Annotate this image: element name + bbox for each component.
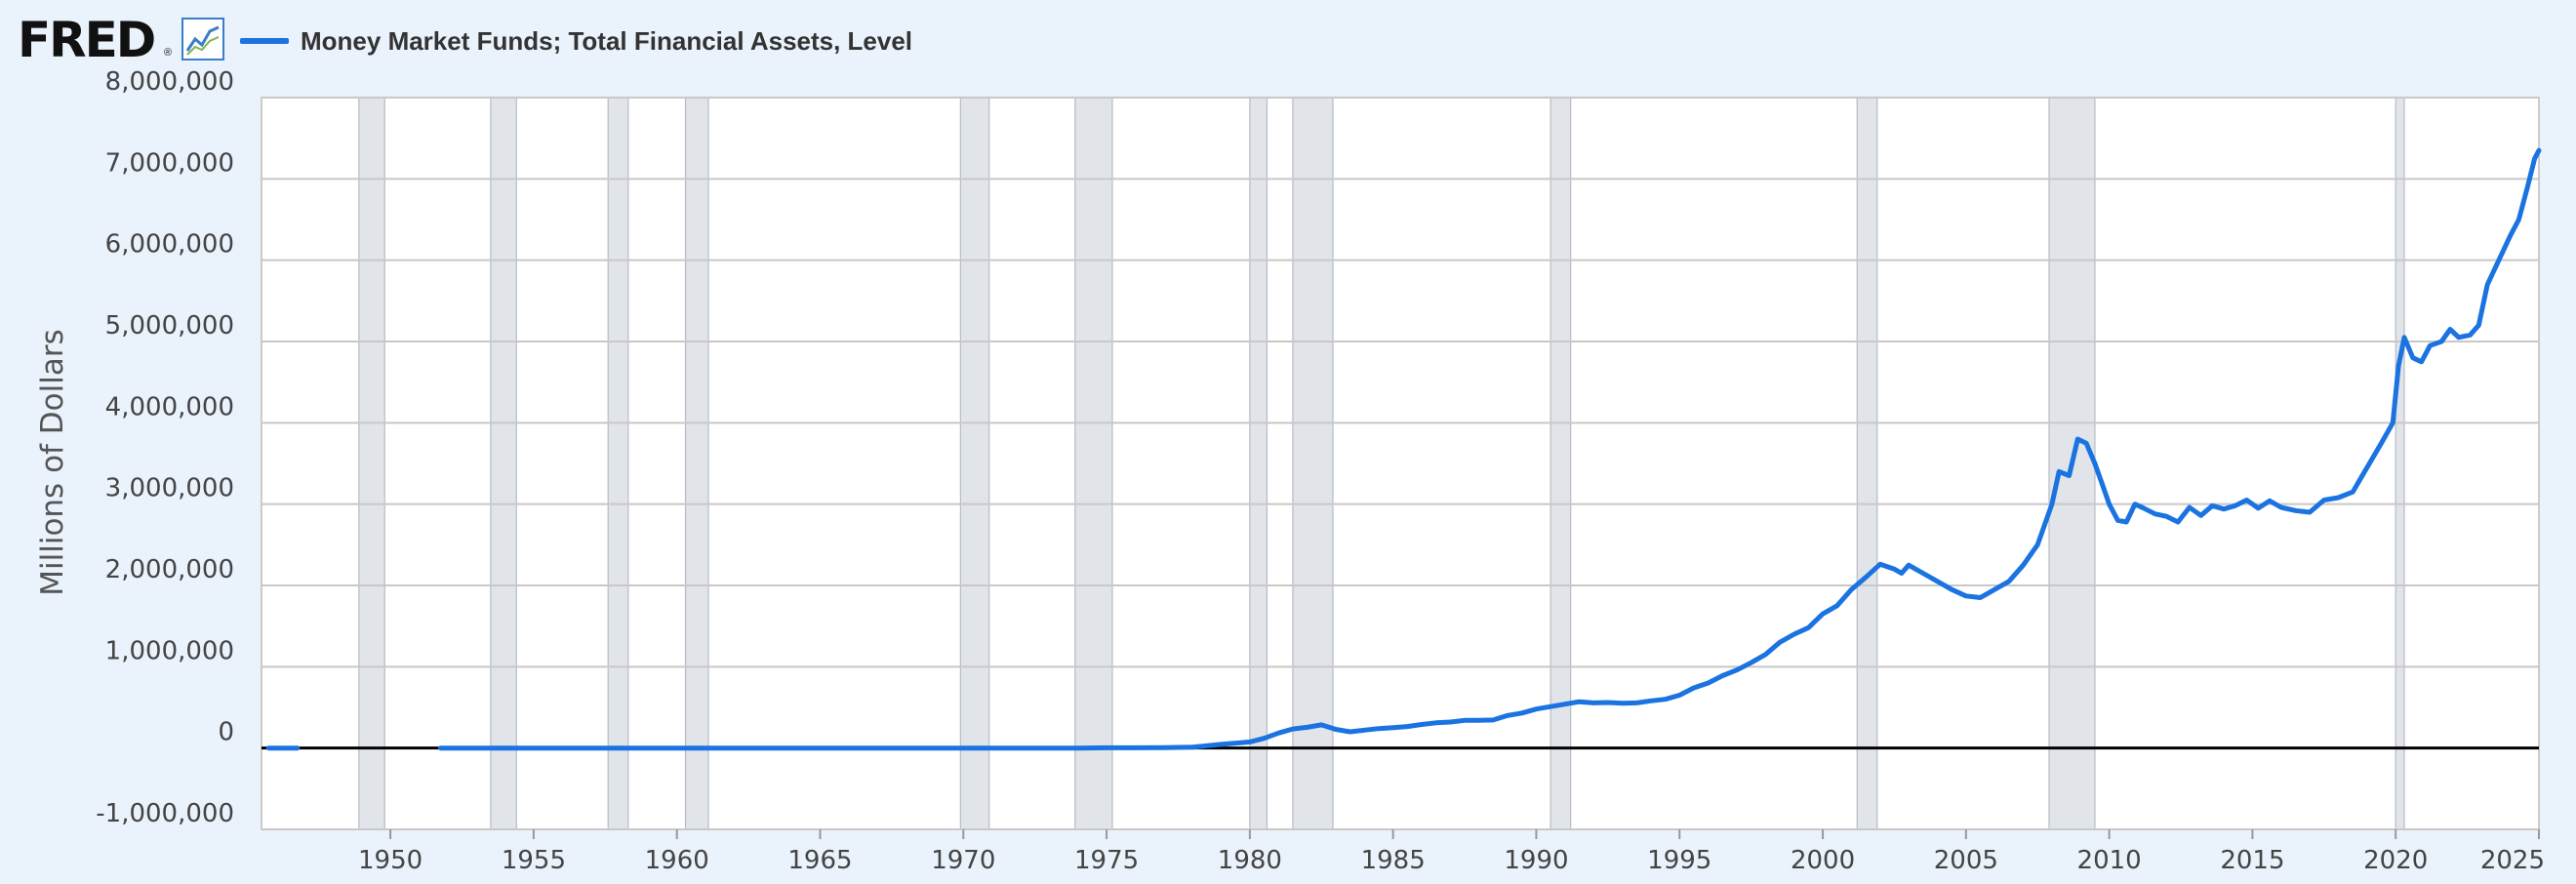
y-tick-label: 6,000,000 — [105, 230, 234, 260]
y-tick-label: 0 — [218, 718, 234, 747]
recession-band — [1292, 97, 1334, 830]
x-tick-label: 1950 — [358, 846, 423, 875]
x-tick-label: 1985 — [1361, 846, 1426, 875]
recession-band — [959, 97, 990, 830]
y-tick-label: 3,000,000 — [105, 474, 234, 503]
x-tick-label: 1965 — [787, 846, 852, 875]
gridlines — [262, 97, 2539, 830]
legend-swatch — [240, 38, 289, 44]
recession-band — [1550, 97, 1572, 830]
y-axis-label: Millions of Dollars — [35, 329, 70, 596]
x-tick-label: 1955 — [502, 846, 566, 875]
x-tick-label: 2010 — [2077, 846, 2142, 875]
y-tick-label: -1,000,000 — [96, 799, 234, 828]
x-tick-label: 1960 — [645, 846, 709, 875]
plot-background — [261, 97, 2540, 830]
x-tick-label: 2025 — [2480, 846, 2545, 875]
registered-mark: ® — [164, 47, 173, 59]
x-tick-label: 1980 — [1218, 846, 1282, 875]
header: FRED ® Money Market Funds; Total Financi… — [0, 0, 2576, 78]
recession-band — [2395, 97, 2405, 830]
legend: Money Market Funds; Total Financial Asse… — [240, 21, 912, 60]
y-tick-label: 2,000,000 — [105, 555, 234, 584]
recession-shading — [358, 97, 2405, 830]
y-axis: -1,000,000 0 1,000,000 2,000,000 3,000,000 4,… — [96, 67, 234, 828]
y-tick-label: 7,000,000 — [105, 148, 234, 178]
x-axis: 1950 1955 1960 1965 1970 1975 1980 1985 1990 1995… — [358, 829, 2545, 875]
x-tick-label: 2000 — [1791, 846, 1855, 875]
y-tick-label: 4,000,000 — [105, 392, 234, 422]
y-tick-label: 5,000,000 — [105, 311, 234, 341]
y-tick-label: 8,000,000 — [105, 67, 234, 97]
x-tick-label: 1970 — [931, 846, 995, 875]
x-tick-label: 2005 — [1934, 846, 1998, 875]
x-tick-label: 2020 — [2363, 846, 2428, 875]
recession-band — [1074, 97, 1113, 830]
x-tick-label: 1990 — [1504, 846, 1568, 875]
series-line — [438, 147, 2542, 751]
recession-band — [684, 97, 709, 830]
y-tick-label: 1,000,000 — [105, 636, 234, 665]
x-tick-label: 1995 — [1647, 846, 1711, 875]
x-tick-label: 2015 — [2220, 846, 2284, 875]
plot-area — [261, 97, 2540, 830]
x-tick-label: 1975 — [1074, 846, 1139, 875]
recession-band — [1856, 97, 1878, 830]
legend-series-label[interactable]: Money Market Funds; Total Financial Asse… — [301, 25, 913, 56]
recession-band — [607, 97, 629, 830]
recession-band — [358, 97, 385, 830]
recession-band — [1249, 97, 1268, 830]
chart-line-icon — [181, 18, 224, 60]
series-lines — [265, 147, 2542, 751]
fred-logo[interactable]: FRED — [18, 12, 156, 68]
recession-band — [490, 97, 517, 830]
